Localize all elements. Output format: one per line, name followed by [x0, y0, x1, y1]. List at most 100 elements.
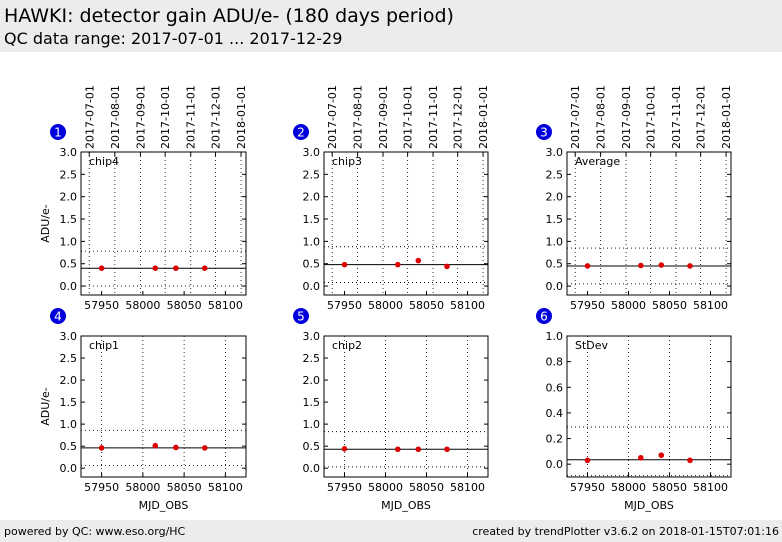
x-tick-label: 58000	[368, 299, 403, 312]
data-point	[395, 446, 401, 453]
footer-bar: powered by QC: www.eso.org/HC created by…	[0, 520, 782, 542]
x-tick-label: 58050	[652, 481, 687, 494]
panel-label: Average	[575, 155, 620, 168]
date-tick-label: 2017-08-01	[352, 85, 365, 149]
y-axis-label: ADU/e-	[39, 204, 52, 243]
y-tick-label: 0.0	[60, 280, 78, 293]
date-tick-label: 2017-11-01	[427, 85, 440, 149]
y-tick-label: 0.5	[60, 258, 78, 271]
plot-frame	[323, 151, 489, 296]
data-point	[584, 457, 591, 464]
data-point	[658, 452, 665, 459]
date-tick-label: 2017-12-01	[209, 85, 222, 149]
date-tick-label: 2017-12-01	[452, 85, 465, 149]
y-tick-label: 3.0	[303, 146, 321, 159]
chart-panel-6: 0.0 0.2 0.4 0.6 0.8 1.0 57950 58000 58050 58100 St…	[536, 308, 732, 512]
y-tick-label: 0.0	[546, 280, 564, 293]
page-subtitle: QC data range: 2017-07-01 ... 2017-12-29	[4, 29, 343, 48]
panel-badge-number: 4	[54, 310, 62, 324]
y-tick-label: 1.5	[546, 213, 564, 226]
x-axis-label: MJD_OBS	[381, 499, 431, 512]
x-tick-label: 58050	[167, 299, 202, 312]
y-tick-label: 3.0	[60, 330, 78, 343]
x-tick-label: 58000	[368, 481, 403, 494]
y-axis-label: ADU/e-	[39, 387, 52, 426]
x-tick-label: 58000	[125, 299, 160, 312]
x-tick-label: 58100	[693, 481, 728, 494]
data-point	[415, 446, 422, 453]
y-tick-label: 0.4	[546, 407, 564, 420]
x-tick-label: 58100	[208, 481, 243, 494]
plot-frame	[566, 151, 732, 296]
footer-created-by: created by trendPlotter v3.6.2 on 2018-0…	[472, 525, 779, 538]
data-point	[687, 263, 693, 269]
data-point	[201, 445, 208, 451]
date-tick-label: 2018-01-01	[235, 85, 248, 149]
date-tick-label: 2017-07-01	[83, 85, 96, 149]
x-axis-label: MJD_OBS	[139, 499, 189, 512]
date-tick-label: 2017-09-01	[134, 85, 147, 149]
y-tick-label: 1.5	[60, 396, 78, 409]
y-tick-label: 1.0	[60, 418, 78, 431]
y-tick-label: 0.0	[303, 462, 321, 475]
data-point	[638, 262, 644, 269]
data-point	[638, 454, 644, 461]
plot-frame	[566, 335, 732, 478]
data-point	[152, 442, 159, 449]
chart-panel-1: 0.0 0.5 1.0 1.5 2.0 2.5 3.0 57950 58000 58050 5810…	[39, 85, 248, 312]
panel-badge	[293, 124, 309, 140]
panel-badge-number: 5	[297, 310, 305, 324]
y-tick-label: 2.0	[303, 374, 321, 387]
data-point	[341, 446, 348, 452]
x-tick-label: 57950	[327, 299, 362, 312]
panel-badge	[50, 308, 66, 324]
panel-badge	[536, 124, 552, 140]
panel-badge-number: 2	[297, 126, 305, 140]
panel-label: chip4	[89, 155, 119, 168]
panel-label: chip1	[89, 339, 119, 352]
y-tick-label: 3.0	[546, 146, 564, 159]
data-point	[584, 263, 591, 269]
x-tick-label: 57950	[570, 299, 605, 312]
data-point	[152, 265, 159, 271]
date-tick-label: 2017-09-01	[377, 85, 390, 149]
date-tick-label: 2017-08-01	[109, 85, 122, 149]
y-tick-label: 3.0	[303, 330, 321, 343]
panel-label: StDev	[575, 339, 609, 352]
x-tick-label: 58000	[611, 299, 646, 312]
plot-frame	[323, 335, 489, 478]
y-tick-label: 1.0	[303, 235, 321, 248]
date-tick-label: 2017-12-01	[695, 85, 708, 149]
data-point	[98, 265, 105, 271]
y-tick-label: 0.0	[546, 458, 564, 471]
y-tick-label: 0.0	[60, 462, 78, 475]
y-tick-label: 0.8	[546, 356, 564, 369]
x-axis-label: MJD_OBS	[624, 499, 674, 512]
y-tick-label: 2.5	[60, 168, 78, 181]
y-tick-label: 2.0	[303, 191, 321, 204]
x-tick-label: 57950	[84, 299, 119, 312]
panel-badge	[293, 308, 309, 324]
y-tick-label: 2.0	[60, 374, 78, 387]
x-tick-label: 57950	[84, 481, 119, 494]
x-tick-label: 58100	[450, 481, 485, 494]
data-point	[658, 262, 665, 268]
y-tick-label: 3.0	[60, 146, 78, 159]
date-tick-label: 2018-01-01	[477, 85, 490, 149]
date-tick-label: 2017-11-01	[670, 85, 683, 149]
date-tick-label: 2017-11-01	[185, 85, 198, 149]
panel-badge	[536, 308, 552, 324]
x-tick-label: 58050	[409, 481, 444, 494]
y-tick-label: 1.0	[546, 235, 564, 248]
data-point	[173, 265, 179, 271]
y-tick-label: 1.0	[546, 330, 564, 343]
date-tick-label: 2018-01-01	[720, 85, 733, 149]
chart-panel-5: 0.0 0.5 1.0 1.5 2.0 2.5 3.0 57950 58000 58050 5810…	[293, 308, 489, 512]
x-tick-label: 58050	[409, 299, 444, 312]
x-tick-label: 57950	[570, 481, 605, 494]
y-tick-label: 0.0	[303, 280, 321, 293]
data-point	[444, 446, 450, 453]
y-tick-label: 0.5	[60, 440, 78, 453]
chart-panel-2: 0.0 0.5 1.0 1.5 2.0 2.5 3.0 57950 58000 58050 5810…	[293, 85, 490, 312]
y-tick-label: 0.5	[303, 258, 321, 271]
